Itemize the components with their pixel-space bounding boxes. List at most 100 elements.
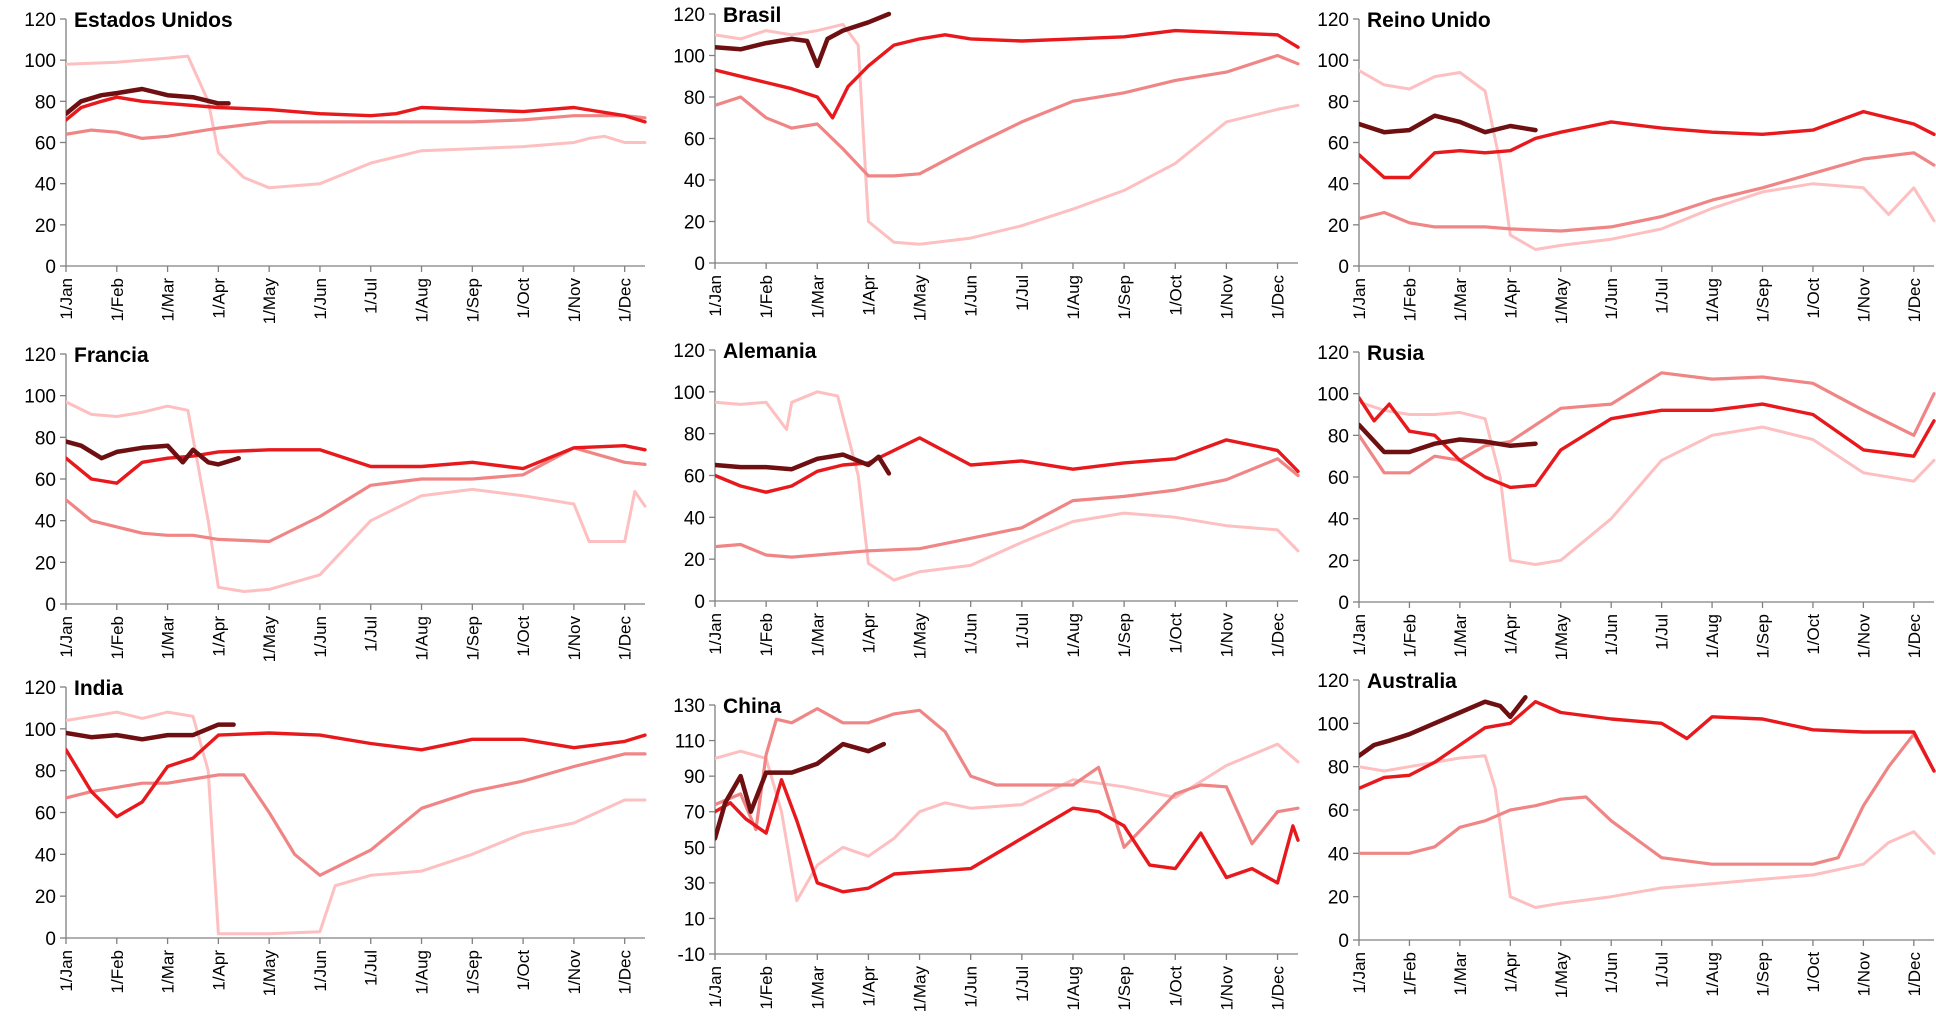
x-tick-label: 1/Aug [413,278,432,322]
x-tick-label: 1/Oct [1804,278,1823,319]
series-line-2020 [715,457,1300,559]
y-tick-label: 120 [1317,671,1349,692]
series-line-2022 [1359,695,1528,759]
series-line-2021 [715,28,1300,120]
y-tick-label: 60 [1328,134,1349,155]
y-tick-label: 90 [684,767,705,788]
x-tick-label: 1/Jul [362,950,381,986]
series-line-2022 [715,452,892,476]
y-tick-label: 0 [1338,593,1349,614]
x-tick-label: 1/Feb [108,278,127,321]
y-tick-label: 40 [35,175,56,196]
x-tick-label: 1/Jun [962,613,981,655]
x-tick-label: 1/Jan [57,616,76,658]
x-tick-label: 1/Sep [1115,966,1134,1010]
panel-francia: 0 20 40 60 80 100 120 1/Jan 1/Feb 1/Mar 1/Apr 1/May… [24,344,647,662]
series-line-2019 [66,710,647,936]
x-tick-label: 1/Feb [1400,952,1419,995]
x-tick-label: 1/Apr [859,613,878,654]
y-tick-label: 100 [24,720,56,741]
x-tick-label: 1/Aug [1703,952,1722,996]
x-tick-label: 1/Oct [514,950,533,991]
y-tick-label: 40 [1328,844,1349,865]
series-line-2020 [66,752,647,877]
series-line-2022 [66,439,241,467]
y-tick-label: 20 [1328,888,1349,909]
x-tick-label: 1/Oct [1166,613,1185,654]
y-tick-label: 40 [35,845,56,866]
y-tick-label: 60 [1328,468,1349,489]
y-tick-label: 60 [35,470,56,491]
series-line-2020 [1359,371,1936,475]
series-line-2022 [715,741,887,841]
x-tick-label: 1/Feb [1400,614,1419,657]
y-tick-label: 20 [684,213,705,234]
x-tick-label: 1/Dec [616,616,635,661]
y-tick-label: 80 [1328,758,1349,779]
x-tick-label: 1/Jul [1013,966,1032,1002]
series-line-2019 [66,54,647,190]
y-tick-label: -10 [678,945,705,966]
series-line-2022 [1359,422,1538,455]
x-tick-label: 1/Aug [1064,613,1083,657]
y-tick-label: 100 [1317,714,1349,735]
y-tick-label: 0 [45,595,56,616]
series-line-2019 [66,400,647,593]
y-tick-label: 20 [684,550,705,571]
series-line-2020 [66,114,647,140]
x-tick-label: 1/Oct [1804,952,1823,993]
x-tick-label: 1/Sep [463,278,482,322]
x-tick-label: 1/Nov [1217,275,1236,320]
y-tick-label: 80 [1328,426,1349,447]
series-line-2022 [66,86,231,116]
series-line-2019 [715,390,1300,582]
x-tick-label: 1/Apr [1501,614,1520,655]
y-tick-label: 120 [24,10,56,31]
series-line-2021 [1359,109,1936,180]
y-tick-label: 20 [35,216,56,237]
panel-title: Reino Unido [1367,9,1491,32]
x-tick-label: 1/Dec [1269,966,1288,1011]
x-tick-label: 1/Feb [757,275,776,318]
y-tick-label: 60 [35,804,56,825]
series-line-2021 [66,731,647,819]
panel-title: India [74,677,123,700]
x-tick-label: 1/Apr [209,950,228,991]
y-tick-label: 80 [35,762,56,783]
x-tick-label: 1/Feb [757,613,776,656]
x-tick-label: 1/Jul [1013,275,1032,311]
x-tick-label: 1/Jun [311,950,330,992]
panel-title: China [723,695,782,718]
x-tick-label: 1/Oct [1804,614,1823,655]
series-line-2021 [715,436,1300,494]
series-line-2020 [1359,151,1936,233]
x-tick-label: 1/Mar [159,278,178,322]
panel-estados-unidos: 0 20 40 60 80 100 120 1/Jan 1/Feb 1/Mar 1/Apr 1/May… [24,9,647,324]
x-tick-label: 1/Oct [514,616,533,657]
x-tick-label: 1/Aug [1064,275,1083,319]
x-tick-label: 1/May [1552,278,1571,325]
y-tick-label: 100 [1317,51,1349,72]
x-tick-label: 1/Feb [1400,278,1419,321]
x-tick-label: 1/Feb [108,616,127,659]
x-tick-label: 1/Nov [1854,278,1873,323]
y-tick-label: 40 [1328,510,1349,531]
x-tick-label: 1/Jul [362,278,381,314]
x-tick-label: 1/Dec [1905,278,1924,323]
x-tick-label: 1/Jan [706,613,725,655]
series-line-2021 [66,95,647,124]
x-tick-label: 1/Sep [463,616,482,660]
y-tick-label: 20 [35,887,56,908]
series-line-2022 [715,11,892,69]
series-line-2019 [715,742,1300,903]
y-tick-label: 30 [684,874,705,895]
x-tick-label: 1/Nov [1854,614,1873,659]
x-tick-label: 1/Oct [1166,275,1185,316]
x-tick-label: 1/Nov [1217,613,1236,658]
x-tick-label: 1/Jan [706,275,725,317]
x-tick-label: 1/Mar [1451,614,1470,658]
x-tick-label: 1/Jul [1653,952,1672,988]
y-tick-label: 80 [35,92,56,113]
y-tick-label: 0 [45,257,56,278]
